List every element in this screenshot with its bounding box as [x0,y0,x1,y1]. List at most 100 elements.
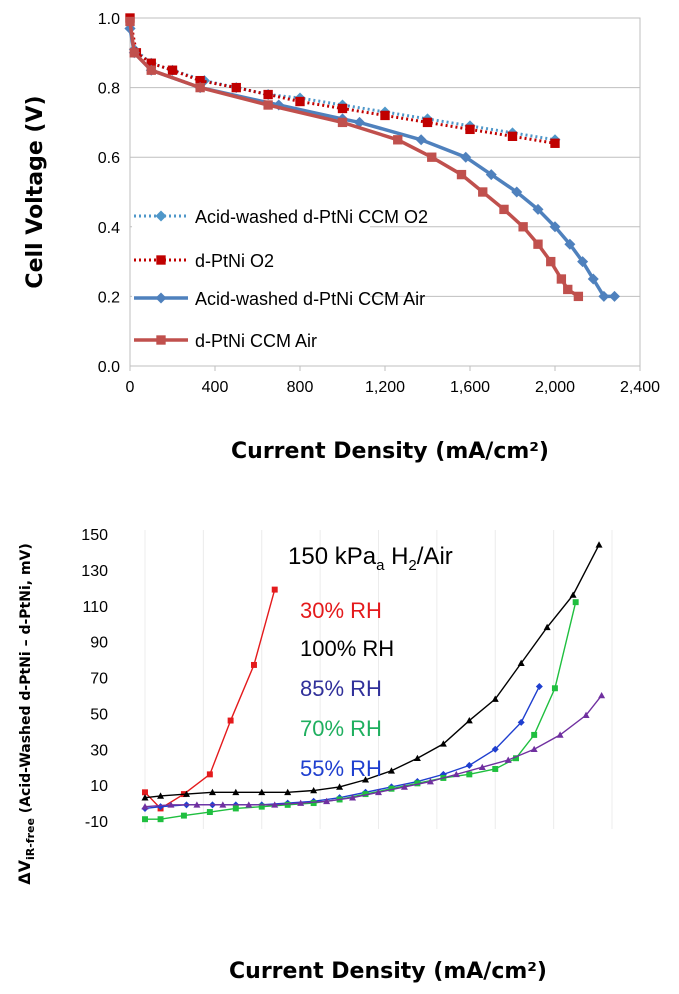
top-legend-entry-bg [132,202,370,228]
rh-label-85-rh: 85% RH [300,676,382,701]
bottom-data-point [530,745,538,753]
bottom-y-tick-label: 70 [90,671,108,688]
top-data-point [195,82,205,93]
top-series-d-ptni-ccm-air [125,16,584,302]
bottom-data-point [582,711,590,718]
top-data-point [231,82,241,93]
top-legend-entry: d-PtNi O2 [132,246,370,272]
top-data-point [393,135,403,145]
top-data-point [337,117,348,128]
bottom-data-point [465,761,473,769]
top-legend-marker [155,292,167,304]
bottom-data-point [478,763,486,770]
top-data-point [511,186,523,198]
bottom-x-axis-title: Current Density (mA/cm²) [229,959,547,984]
top-chart: 0.0 0.2 0.4 0.6 0.8 1.0 0 400 800 1,200 1,600 2,00… [23,11,660,464]
bottom-data-point [232,788,240,796]
top-data-point [263,89,273,100]
condition-h: H [384,543,408,570]
bottom-data-point [206,771,213,778]
top-y-tick-label: 0.0 [98,359,120,376]
bottom-data-point [232,805,239,812]
bottom-series-30-rh [142,586,278,812]
bottom-data-point [439,740,447,747]
top-series-d-ptni-o2 [125,13,560,148]
condition-sub-a: a [376,557,385,574]
bottom-y-axis-delta: ΔV [15,859,34,884]
top-plot-area [129,17,641,367]
top-data-point [337,103,348,114]
top-data-point [563,284,573,295]
bottom-data-point [400,783,408,790]
bottom-data-point [297,799,305,806]
condition-sub-2: 2 [408,557,416,574]
top-x-tick-label: 800 [287,379,314,396]
bottom-data-point [413,754,421,762]
top-data-point [564,238,576,250]
bottom-data-point [491,745,499,753]
bottom-y-ticks: -10 10 30 50 70 90 110 130 150 [81,527,108,831]
top-x-tick-label: 1,600 [450,379,490,396]
bottom-data-point [206,809,213,816]
top-legend-label: d-PtNi O2 [195,251,274,271]
bottom-data-point [598,691,606,699]
bottom-y-tick-label: -10 [85,814,108,831]
top-series-line [128,28,556,142]
top-x-axis-title: Current Density (mA/cm²) [231,439,549,464]
top-data-point [195,75,205,86]
top-x-ticks: 0 400 800 1,200 1,600 2,000 2,400 [126,366,660,396]
bottom-data-point [504,756,512,763]
top-data-point [460,151,472,163]
bottom-data-point [491,695,499,702]
top-y-tick-label: 0.6 [98,150,120,167]
bottom-data-point [193,801,201,808]
bottom-y-axis-title: ΔViR-free (Acid-Washed d-PtNi – d-PtNi, … [15,543,37,885]
rh-label-70-rh: 70% RH [300,716,382,741]
top-y-tick-label: 1.0 [98,11,120,28]
top-data-point [587,273,599,285]
top-data-point [518,222,528,232]
bottom-data-point [208,788,216,796]
top-data-point [556,274,567,284]
bottom-data-point [362,776,370,783]
bottom-data-point [556,731,564,738]
bottom-data-point [517,718,525,726]
bottom-data-point [219,801,227,808]
top-data-point [465,124,475,135]
bottom-data-point [157,792,165,799]
bottom-data-point [362,791,369,798]
top-data-point [478,187,488,197]
bottom-data-point [551,685,558,692]
bottom-data-point [414,780,421,787]
bottom-data-point [513,755,519,762]
top-data-point [532,203,544,215]
bottom-data-point [543,623,551,631]
top-data-point [485,169,497,181]
bottom-condition-label: 150 kPaa H2/Air [288,543,453,574]
condition-rest: /Air [417,543,453,570]
bottom-data-point [142,789,148,796]
bottom-data-point [310,787,318,794]
top-y-tick-label: 0.8 [98,81,120,98]
rh-label-55-rh: 55% RH [300,756,382,781]
top-data-point [415,134,427,146]
bottom-rh-labels: 30% RH 100% RH 85% RH 70% RH 55% RH [300,598,394,781]
top-data-point [507,131,518,141]
rh-label-30-rh: 30% RH [300,598,382,623]
top-y-ticks: 0.0 0.2 0.4 0.6 0.8 1.0 [98,11,120,376]
bottom-y-axis-sub: iR-free [24,818,37,860]
top-legend-marker [156,335,166,345]
top-series-group [124,13,620,302]
bottom-series-line [145,601,577,820]
top-data-point [146,65,156,75]
bottom-data-point [375,788,382,796]
top-data-point [125,16,135,27]
top-data-point [609,290,620,302]
bottom-data-point [535,682,543,690]
top-legend-entry: Acid-washed d-PtNi CCM Air [132,284,425,310]
bottom-data-point [595,541,603,548]
bottom-data-point [452,770,460,778]
bottom-data-point [142,816,148,823]
